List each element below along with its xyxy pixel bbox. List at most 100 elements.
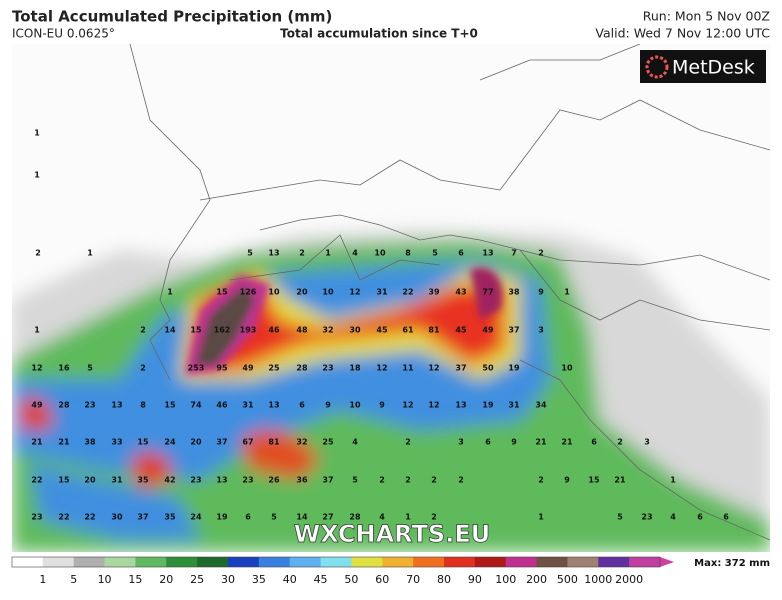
map-value: 21 — [58, 438, 70, 447]
valid-time: Valid: Wed 7 Nov 12:00 UTC — [595, 26, 770, 41]
map-value: 19 — [482, 401, 494, 410]
map-value: 20 — [190, 438, 202, 447]
map-value: 25 — [268, 364, 280, 373]
map-value: 8 — [140, 401, 146, 410]
map-value: 2 — [35, 249, 41, 258]
map-value: 81 — [428, 326, 440, 335]
colorbar-swatch — [228, 557, 260, 567]
map-value: 13 — [268, 249, 279, 258]
colorbar-swatch — [474, 557, 507, 567]
map-value: 21 — [561, 438, 573, 447]
colorbar-label: 30 — [221, 573, 235, 586]
map-value: 9 — [538, 288, 544, 297]
map-value: 5 — [247, 249, 253, 258]
map-value: 10 — [268, 288, 280, 297]
colorbar-label: 15 — [128, 573, 142, 586]
map-value: 162 — [214, 326, 231, 335]
map-value: 5 — [87, 364, 93, 373]
map-value: 2 — [431, 476, 437, 485]
map-value: 13 — [268, 401, 279, 410]
map-value: 1 — [670, 476, 676, 485]
colorbar-label: 90 — [468, 573, 482, 586]
map-value: 1 — [564, 288, 570, 297]
colorbar-label: 5 — [70, 573, 77, 586]
map-value: 5 — [432, 249, 438, 258]
map-value: 12 — [402, 401, 413, 410]
colorbar-label: 45 — [314, 573, 328, 586]
colorbar-label: 60 — [375, 573, 389, 586]
map-value: 49 — [482, 326, 494, 335]
map-value: 20 — [84, 476, 96, 485]
map-value: 27 — [322, 513, 333, 522]
watermark: WXCHARTS.EU — [294, 520, 490, 548]
colorbar-label: 100 — [495, 573, 516, 586]
title: Total Accumulated Precipitation (mm) — [12, 8, 332, 26]
map-value: 2 — [538, 249, 544, 258]
map-value: 1 — [87, 249, 93, 258]
model: ICON-EU 0.0625° — [12, 27, 115, 41]
map-value: 11 — [402, 364, 414, 373]
map-value: 15 — [588, 476, 600, 485]
map-value: 1 — [34, 326, 40, 335]
colorbar-label: 500 — [557, 573, 578, 586]
map-value: 2 — [405, 476, 411, 485]
map-value: 28 — [296, 364, 308, 373]
map-value: 3 — [644, 438, 650, 447]
map-value: 32 — [322, 326, 333, 335]
map-value: 22 — [84, 513, 95, 522]
map-value: 14 — [164, 326, 176, 335]
map-value: 77 — [482, 288, 493, 297]
map-value: 30 — [349, 326, 361, 335]
map-value: 9 — [564, 476, 570, 485]
map-value: 10 — [322, 288, 334, 297]
colorbar-swatch — [42, 557, 75, 567]
map-value: 12 — [349, 288, 360, 297]
colorbar-label: 2000 — [615, 573, 643, 586]
map-value: 15 — [58, 476, 70, 485]
map-value: 24 — [164, 438, 176, 447]
colorbar-swatch — [104, 557, 136, 567]
map-value: 15 — [216, 288, 228, 297]
colorbar-swatch — [598, 557, 630, 567]
map-value: 23 — [641, 513, 652, 522]
map-value: 4 — [670, 513, 676, 522]
map-value: 45 — [455, 326, 467, 335]
map-value: 2 — [379, 476, 385, 485]
colorbar-label: 20 — [159, 573, 173, 586]
map-value: 42 — [164, 476, 175, 485]
colorbar-swatch — [505, 557, 538, 567]
map-value: 19 — [508, 364, 520, 373]
colorbar-label: 70 — [406, 573, 420, 586]
colorbar-swatch — [567, 557, 599, 567]
map-value: 22 — [402, 288, 413, 297]
colorbar-swatch — [135, 557, 167, 567]
map-value: 15 — [190, 326, 202, 335]
map-value: 35 — [137, 476, 149, 485]
map-value: 6 — [245, 513, 251, 522]
map-value: 2 — [140, 364, 146, 373]
map-value: 28 — [58, 401, 70, 410]
colorbar-label: 1 — [39, 573, 46, 586]
colorbar-swatch — [258, 557, 291, 567]
colorbar-label: 200 — [526, 573, 547, 586]
map-value: 23 — [84, 401, 95, 410]
map-value: 2 — [458, 476, 464, 485]
map-value: 2 — [140, 326, 146, 335]
map-value: 21 — [31, 438, 43, 447]
map-value: 23 — [322, 364, 333, 373]
map-value: 13 — [111, 401, 122, 410]
colorbar-swatch — [536, 557, 568, 567]
borders — [129, 44, 770, 541]
colorbar-swatch — [351, 557, 383, 567]
map-value: 35 — [164, 513, 176, 522]
map-value: 4 — [379, 513, 385, 522]
map-value: 3 — [458, 438, 464, 447]
map-value: 6 — [299, 401, 305, 410]
map-value: 193 — [240, 326, 257, 335]
map-value: 50 — [482, 364, 494, 373]
colorbar-swatch — [444, 557, 476, 567]
map-value: 36 — [296, 476, 308, 485]
map-value: 9 — [511, 438, 517, 447]
map-value: 12 — [376, 364, 387, 373]
map-value: 1 — [405, 513, 411, 522]
